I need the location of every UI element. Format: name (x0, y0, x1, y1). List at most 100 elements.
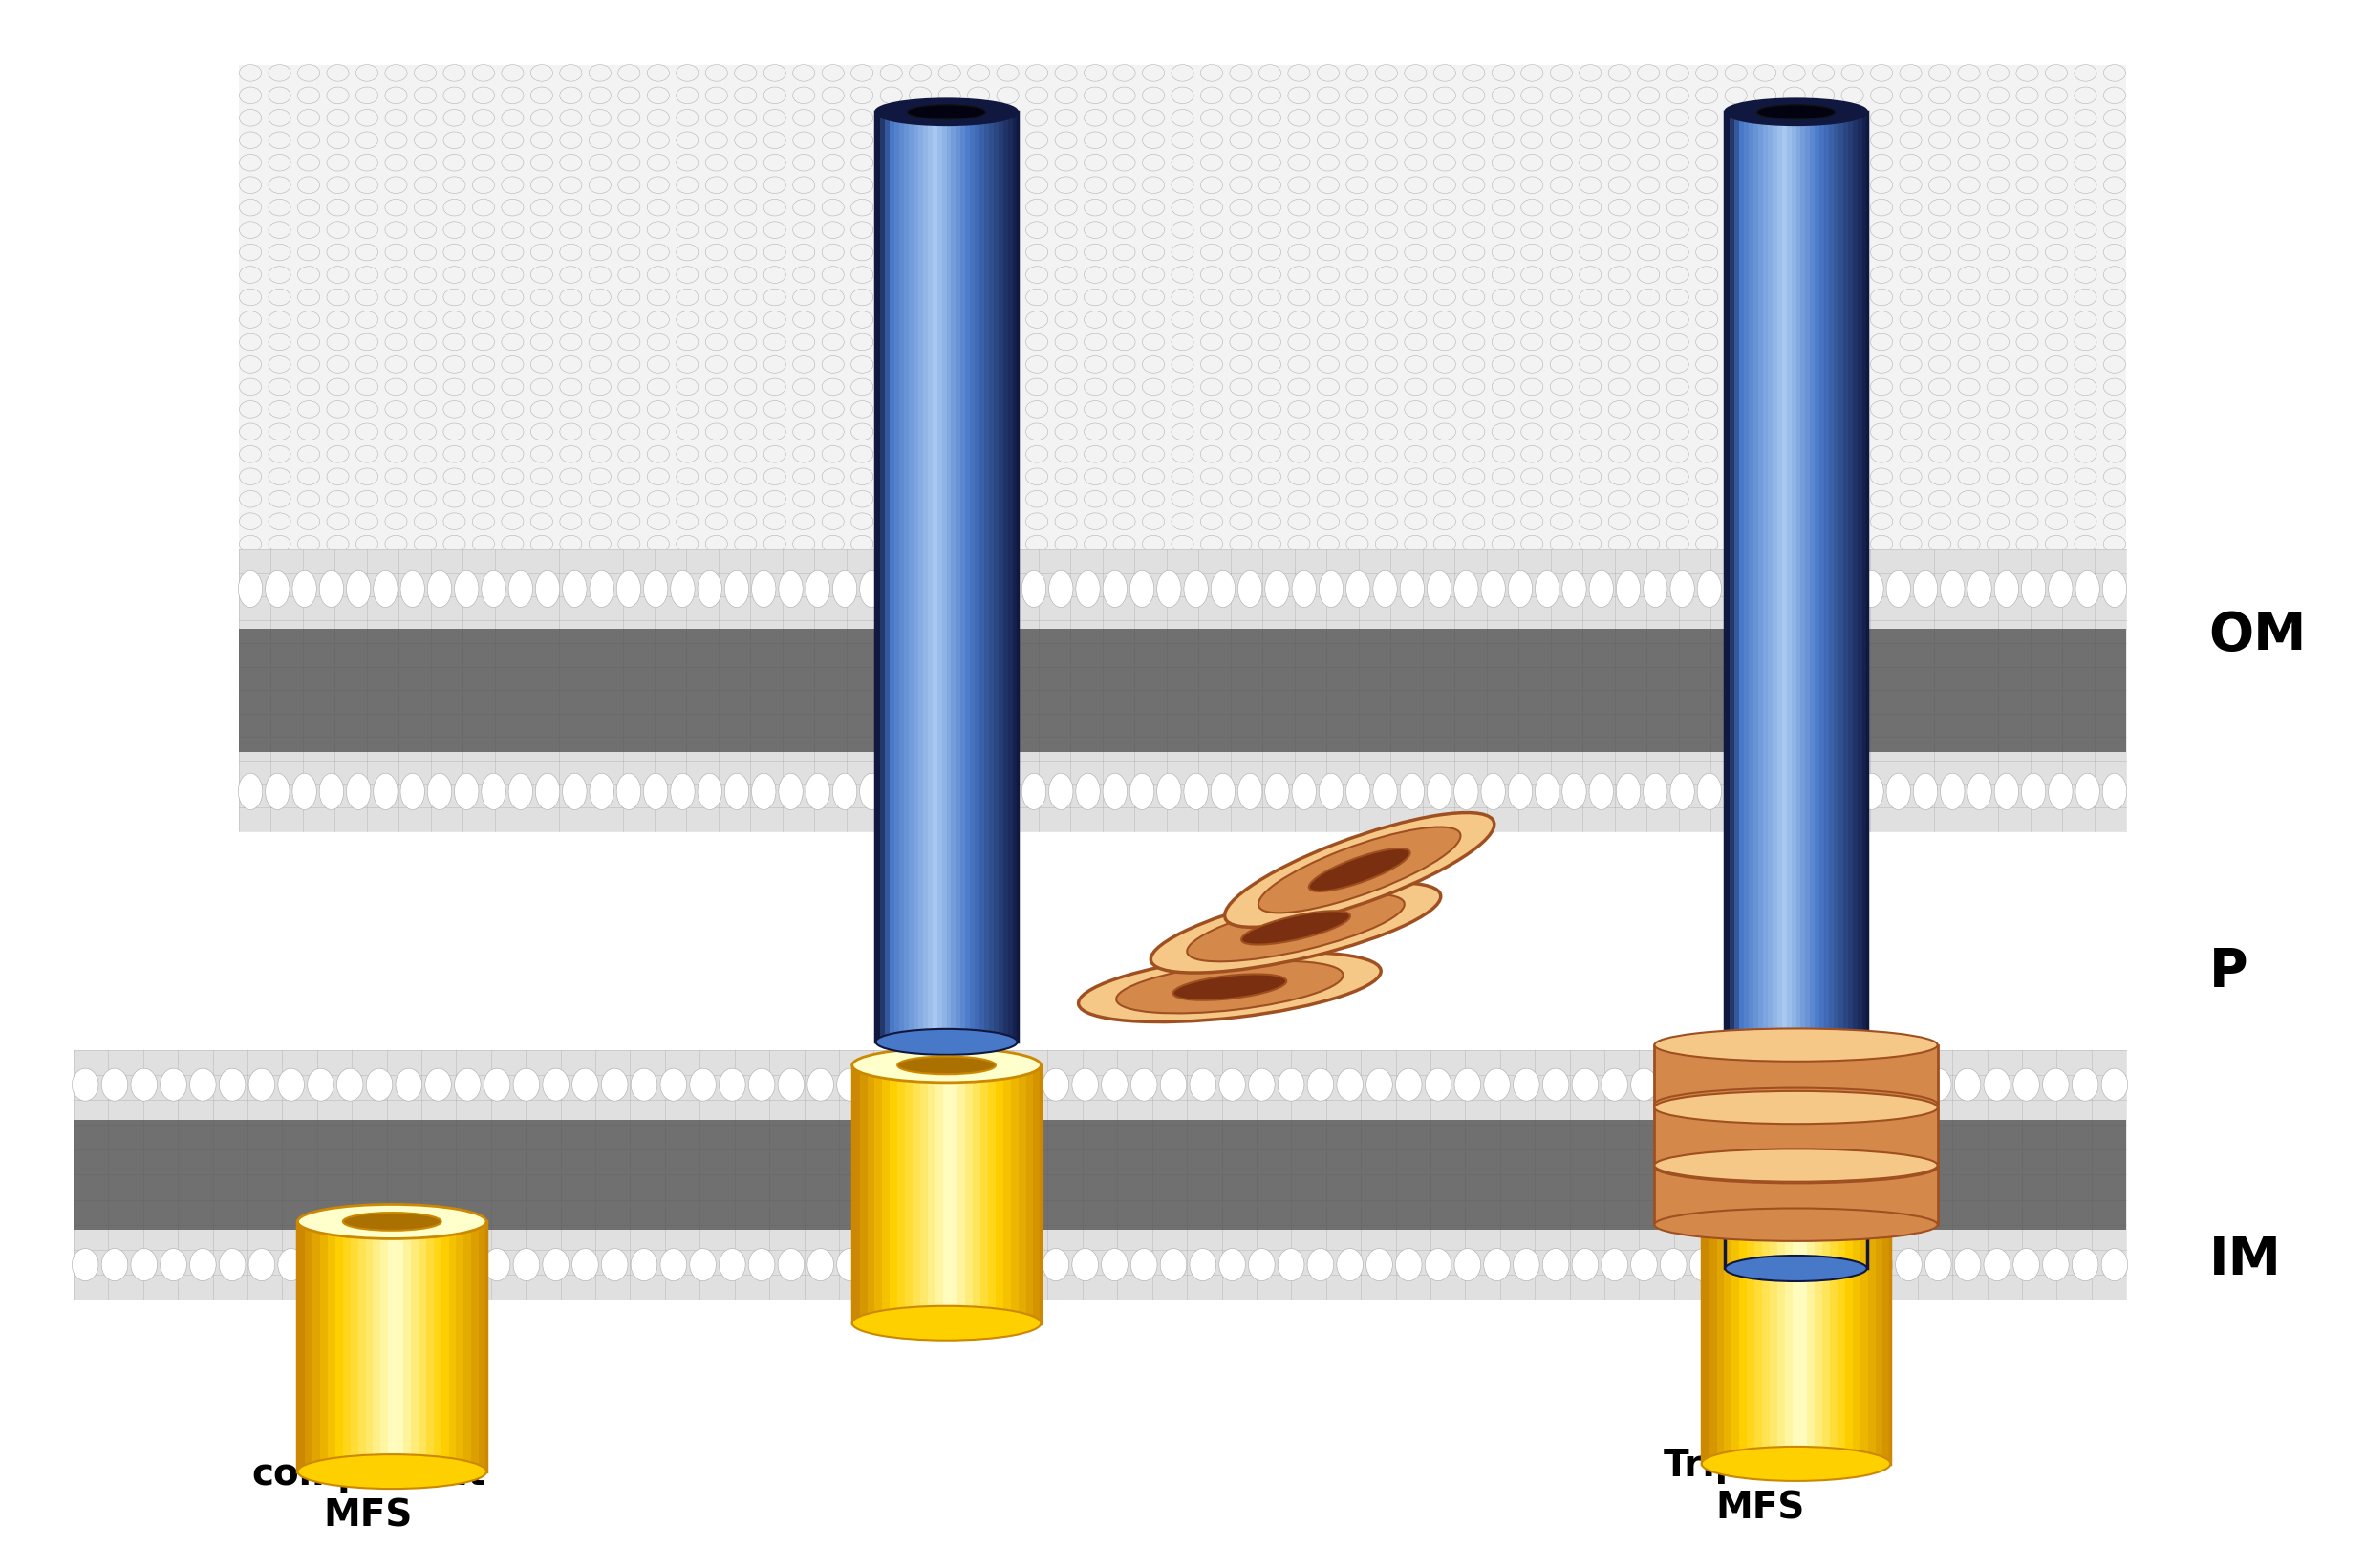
Bar (1003, 1065, 1010, 1323)
Bar (1703, 1221, 1890, 1465)
Ellipse shape (778, 1248, 804, 1281)
Ellipse shape (1644, 571, 1667, 607)
Bar (922, 111, 927, 1041)
Bar (1781, 111, 1786, 1269)
Ellipse shape (1242, 911, 1350, 944)
Text: P: P (2209, 946, 2247, 997)
Bar (1762, 1221, 1769, 1465)
Ellipse shape (832, 571, 856, 607)
Ellipse shape (1130, 571, 1154, 607)
Ellipse shape (319, 571, 343, 607)
Ellipse shape (752, 773, 776, 809)
Ellipse shape (1218, 1248, 1246, 1281)
Ellipse shape (806, 1248, 835, 1281)
Ellipse shape (189, 1068, 215, 1101)
Bar (305, 1221, 312, 1472)
Ellipse shape (1078, 952, 1381, 1022)
Bar (433, 1221, 442, 1472)
Ellipse shape (1211, 571, 1235, 607)
Ellipse shape (1804, 571, 1831, 607)
Bar (464, 1221, 471, 1472)
Ellipse shape (1130, 1068, 1156, 1101)
Bar (889, 1065, 896, 1323)
Ellipse shape (102, 1248, 128, 1281)
Bar (970, 111, 974, 1041)
Ellipse shape (1859, 571, 1883, 607)
Ellipse shape (293, 571, 317, 607)
Ellipse shape (875, 1029, 1017, 1055)
Ellipse shape (1953, 1248, 1982, 1281)
Bar (1828, 111, 1833, 1269)
Ellipse shape (1483, 1248, 1511, 1281)
Ellipse shape (1698, 571, 1722, 607)
Ellipse shape (1601, 1068, 1627, 1101)
Ellipse shape (2076, 773, 2100, 809)
Ellipse shape (1076, 571, 1100, 607)
Bar (1752, 111, 1757, 1269)
Bar (1656, 1107, 1937, 1167)
Ellipse shape (643, 773, 667, 809)
Bar (1800, 1221, 1807, 1465)
Ellipse shape (1265, 571, 1289, 607)
Bar (471, 1221, 478, 1472)
Bar (1731, 1221, 1738, 1465)
Ellipse shape (1211, 773, 1235, 809)
Ellipse shape (1509, 571, 1533, 607)
Ellipse shape (1308, 1248, 1334, 1281)
Ellipse shape (858, 571, 885, 607)
Bar (1769, 1221, 1776, 1465)
Ellipse shape (913, 571, 939, 607)
Bar (239, 753, 2126, 831)
Ellipse shape (345, 571, 371, 607)
Bar (875, 1065, 882, 1323)
Ellipse shape (1071, 1248, 1097, 1281)
Bar (1026, 1065, 1034, 1323)
Ellipse shape (189, 1248, 215, 1281)
Bar (1771, 111, 1776, 1269)
Bar (1748, 111, 1752, 1269)
Bar (404, 1221, 412, 1472)
Ellipse shape (1563, 773, 1587, 809)
Bar (1656, 1044, 1937, 1104)
Ellipse shape (875, 99, 1017, 125)
Ellipse shape (1838, 1248, 1864, 1281)
Ellipse shape (1719, 1068, 1745, 1101)
Bar (1757, 111, 1762, 1269)
Ellipse shape (1185, 571, 1209, 607)
Bar (965, 1065, 972, 1323)
Bar (1010, 1065, 1019, 1323)
Ellipse shape (925, 1068, 951, 1101)
Ellipse shape (1102, 1248, 1128, 1281)
Ellipse shape (806, 773, 830, 809)
Ellipse shape (1656, 1088, 1937, 1121)
Bar (932, 111, 937, 1041)
Text: OM: OM (2209, 610, 2306, 662)
Ellipse shape (265, 571, 289, 607)
Ellipse shape (955, 1068, 981, 1101)
Ellipse shape (1887, 773, 1911, 809)
Ellipse shape (395, 1068, 421, 1101)
Ellipse shape (660, 1068, 686, 1101)
Ellipse shape (1807, 1068, 1833, 1101)
Ellipse shape (2022, 773, 2046, 809)
Bar (998, 111, 1003, 1041)
Ellipse shape (454, 1068, 480, 1101)
Ellipse shape (1225, 812, 1495, 927)
Ellipse shape (1514, 1068, 1540, 1101)
Bar (1003, 111, 1007, 1041)
Ellipse shape (724, 571, 750, 607)
Bar (1793, 1221, 1800, 1465)
Bar (906, 1065, 913, 1323)
Bar (918, 111, 922, 1041)
Bar (312, 1221, 319, 1472)
Bar (412, 1221, 419, 1472)
Ellipse shape (806, 1068, 835, 1101)
Ellipse shape (631, 1248, 657, 1281)
Ellipse shape (1724, 1256, 1866, 1281)
Text: IM: IM (2209, 1236, 2282, 1286)
Ellipse shape (747, 1068, 776, 1101)
Bar (239, 66, 2126, 596)
Bar (1814, 1221, 1823, 1465)
Ellipse shape (1320, 571, 1343, 607)
Ellipse shape (239, 773, 263, 809)
